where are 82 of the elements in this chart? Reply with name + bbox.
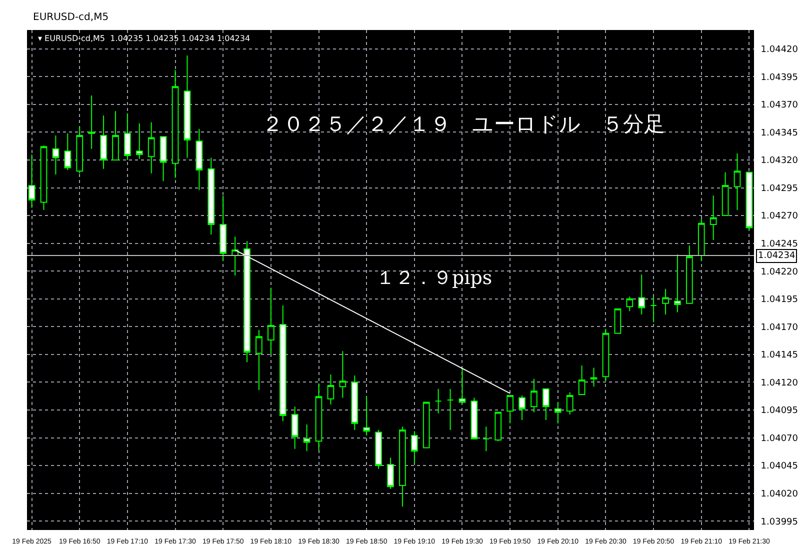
candlestick xyxy=(303,424,310,452)
candlestick xyxy=(148,122,155,174)
candlestick xyxy=(650,296,657,323)
candlestick xyxy=(112,110,119,160)
candlestick xyxy=(136,122,143,160)
y-tick-label: 1.04370 xyxy=(760,100,798,111)
candlestick xyxy=(100,115,107,170)
candlestick xyxy=(410,430,418,464)
text: ▾ EURUSD-cd,M5 1.04235 1.04235 1.04234 1.04234 xyxy=(38,34,250,43)
candlestick xyxy=(578,365,586,395)
y-tick-label: 1.04145 xyxy=(760,350,798,361)
y-tick-label: 1.04420 xyxy=(760,45,798,56)
candlestick xyxy=(220,195,227,262)
y-tick-label: 1.04295 xyxy=(760,184,798,194)
candlestick xyxy=(363,396,370,436)
candlestick xyxy=(554,402,562,424)
candlestick xyxy=(566,392,574,415)
candlestick xyxy=(518,395,526,420)
candlestick xyxy=(315,382,322,450)
candlestick xyxy=(662,288,669,315)
y-tick-label: 1.04345 xyxy=(760,128,798,138)
candlestick xyxy=(602,328,610,382)
candlestick xyxy=(375,430,382,470)
y-tick-label: 1.04045 xyxy=(760,462,798,472)
candlestick xyxy=(674,254,681,313)
y-tick-label: 1.04170 xyxy=(760,322,798,333)
y-tick-label: 1.03995 xyxy=(760,517,798,528)
annotation: １２．９pips xyxy=(376,267,492,289)
candlestick xyxy=(40,145,48,210)
candlestick xyxy=(64,132,72,170)
candlestick xyxy=(196,128,203,190)
candlestick xyxy=(446,388,454,430)
candlestick xyxy=(482,426,490,452)
y-tick-label: 1.04020 xyxy=(760,489,798,500)
candlestick xyxy=(256,330,262,390)
annotation: ２０２５／２／１９ ユーロドル ５分足 xyxy=(262,112,665,136)
y-tick-label: 1.04320 xyxy=(760,156,798,166)
candlestick xyxy=(614,308,622,334)
candlestick xyxy=(208,157,215,235)
candlestick xyxy=(327,374,334,405)
chart-title: EURUSD-cd,M5 xyxy=(33,12,109,23)
ref-line-label: 1.04234 xyxy=(758,251,796,261)
candlestick xyxy=(28,154,36,208)
y-tick-label: 1.04270 xyxy=(760,212,798,222)
candlestick xyxy=(626,296,634,312)
candlestick xyxy=(88,95,95,150)
candlestick xyxy=(530,378,538,413)
y-tick-label: 1.04095 xyxy=(760,406,798,416)
y-tick-label: 1.04070 xyxy=(760,434,798,444)
candlestick xyxy=(160,136,167,182)
candlestick xyxy=(710,195,717,240)
candlestick xyxy=(184,55,191,158)
candlestick xyxy=(422,402,430,448)
candlestick xyxy=(279,305,286,422)
candlestick xyxy=(291,406,298,450)
candlestick xyxy=(494,412,502,442)
candlestick xyxy=(746,172,753,230)
y-tick-label: 1.04220 xyxy=(760,267,798,278)
candlestick xyxy=(351,375,358,430)
candlestick xyxy=(734,152,741,210)
y-tick-label: 1.04395 xyxy=(760,72,798,83)
candlestick xyxy=(268,287,274,355)
candlestick xyxy=(399,426,406,508)
candlestick xyxy=(124,112,131,160)
y-tick-label: 1.04120 xyxy=(760,378,798,388)
candlestick xyxy=(590,367,598,388)
candlestick xyxy=(172,70,179,178)
candlestick xyxy=(387,457,394,490)
y-tick-label: 1.04195 xyxy=(760,295,798,306)
candlestick xyxy=(722,172,729,216)
candlestick xyxy=(339,350,346,398)
candlestick xyxy=(686,245,693,304)
candlestick xyxy=(506,395,514,424)
candlestick xyxy=(232,236,238,276)
candlestick xyxy=(52,135,60,175)
candlestick xyxy=(542,388,550,420)
y-tick-label: 1.04245 xyxy=(760,239,798,250)
candlestick xyxy=(76,126,84,174)
candlestick xyxy=(434,388,442,414)
candlestick xyxy=(698,218,705,262)
candlestick xyxy=(638,274,646,315)
candlestick xyxy=(470,397,478,440)
